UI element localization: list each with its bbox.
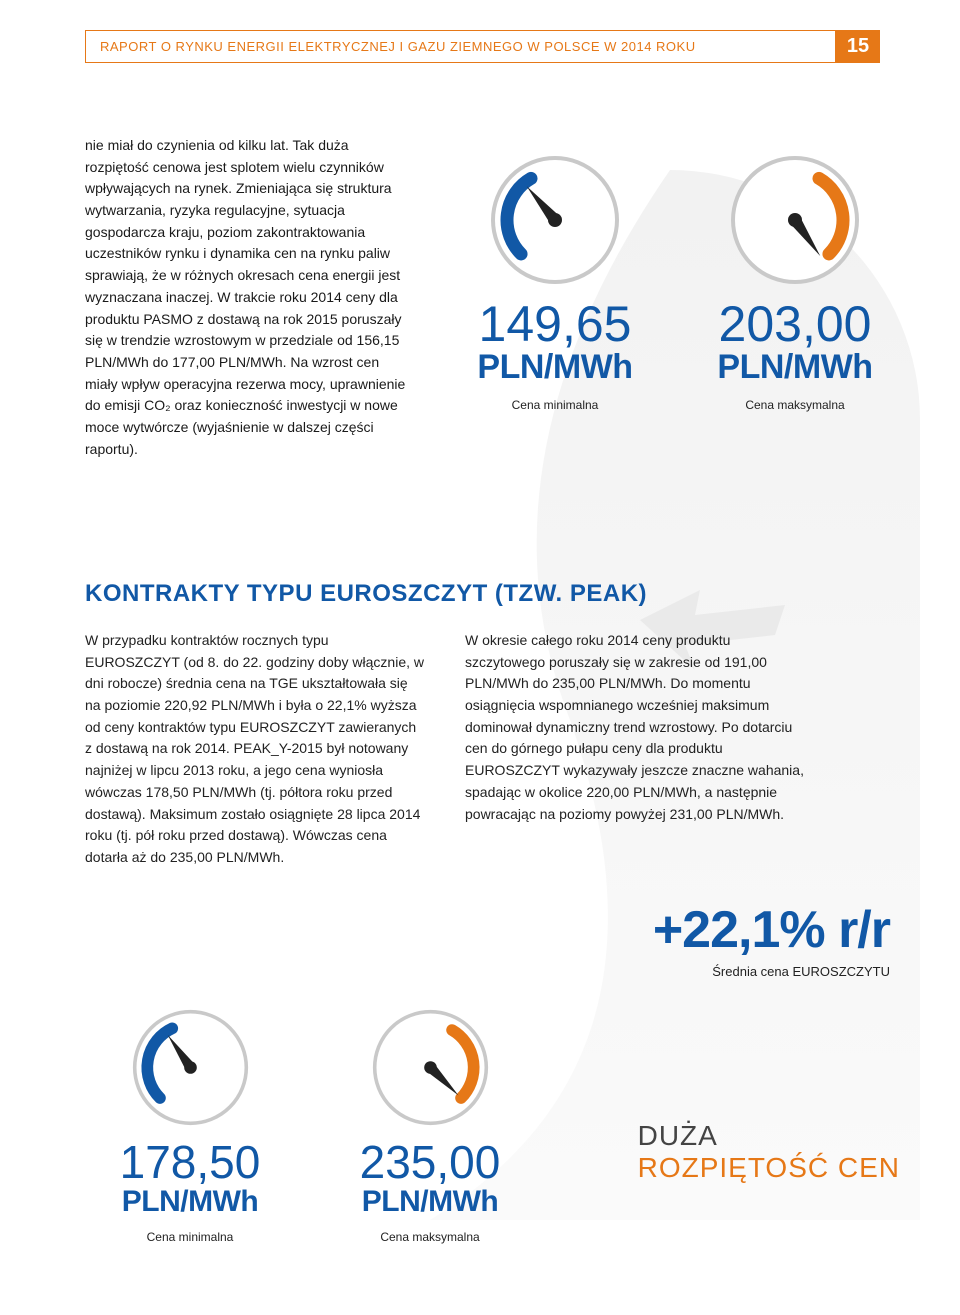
gauge-min-top: 149,65 PLN/MWh Cena minimalna bbox=[450, 145, 660, 460]
intro-paragraph: nie miał do czynienia od kilku lat. Tak … bbox=[85, 135, 410, 460]
col-right: W okresie całego roku 2014 ceny produktu… bbox=[465, 630, 805, 869]
gauge-max-bottom-icon bbox=[363, 1000, 498, 1135]
gauge-min-label: Cena minimalna bbox=[512, 398, 599, 412]
section-euroszczyt: KONTRAKTY TYPU EUROSZCZYT (TZW. PEAK) W … bbox=[85, 580, 900, 869]
percent-change-block: +22,1% r/r Średnia cena EUROSZCZYTU bbox=[653, 900, 890, 979]
spread-line1: DUŻA bbox=[638, 1120, 900, 1152]
gauge-min-bottom: 178,50 PLN/MWh Cena minimalna bbox=[85, 1000, 295, 1244]
page-header: RAPORT O RYNKU ENERGII ELEKTRYCZNEJ I GA… bbox=[85, 30, 880, 63]
report-title: RAPORT O RYNKU ENERGII ELEKTRYCZNEJ I GA… bbox=[85, 30, 836, 63]
spread-block: DUŻA ROZPIĘTOŚĆ CEN bbox=[638, 1120, 900, 1244]
gauge-min-bottom-value: 178,50 bbox=[120, 1139, 261, 1185]
gauge-max-top: 203,00 PLN/MWh Cena maksymalna bbox=[690, 145, 900, 460]
gauge-max-icon bbox=[720, 145, 870, 295]
gauge-max-bottom-unit: PLN/MWh bbox=[362, 1185, 498, 1218]
gauge-min-bottom-unit: PLN/MWh bbox=[122, 1185, 258, 1218]
bottom-row: 178,50 PLN/MWh Cena minimalna 235,00 PLN… bbox=[85, 1000, 900, 1244]
gauge-min-bottom-icon bbox=[123, 1000, 258, 1135]
gauge-max-bottom-label: Cena maksymalna bbox=[380, 1230, 479, 1244]
col-left: W przypadku kontraktów rocznych typu EUR… bbox=[85, 630, 425, 869]
gauge-min-unit: PLN/MWh bbox=[477, 349, 632, 386]
percent-label: Średnia cena EUROSZCZYTU bbox=[653, 964, 890, 979]
gauge-max-bottom: 235,00 PLN/MWh Cena maksymalna bbox=[325, 1000, 535, 1244]
percent-value: +22,1% r/r bbox=[653, 900, 890, 960]
gauge-max-unit: PLN/MWh bbox=[717, 349, 872, 386]
top-section: nie miał do czynienia od kilku lat. Tak … bbox=[85, 135, 900, 460]
gauge-min-icon bbox=[480, 145, 630, 295]
page-number: 15 bbox=[836, 30, 880, 63]
section-heading: KONTRAKTY TYPU EUROSZCZYT (TZW. PEAK) bbox=[85, 580, 900, 608]
intro-text: nie miał do czynienia od kilku lat. Tak … bbox=[85, 135, 410, 460]
gauge-min-bottom-label: Cena minimalna bbox=[147, 1230, 234, 1244]
spread-line2: ROZPIĘTOŚĆ CEN bbox=[638, 1152, 900, 1184]
gauge-max-label: Cena maksymalna bbox=[745, 398, 844, 412]
two-column-body: W przypadku kontraktów rocznych typu EUR… bbox=[85, 630, 900, 869]
gauge-max-bottom-value: 235,00 bbox=[360, 1139, 501, 1185]
gauges-top-row: 149,65 PLN/MWh Cena minimalna 203,00 PLN… bbox=[450, 135, 900, 460]
gauge-max-value: 203,00 bbox=[719, 299, 872, 349]
gauge-min-value: 149,65 bbox=[479, 299, 632, 349]
